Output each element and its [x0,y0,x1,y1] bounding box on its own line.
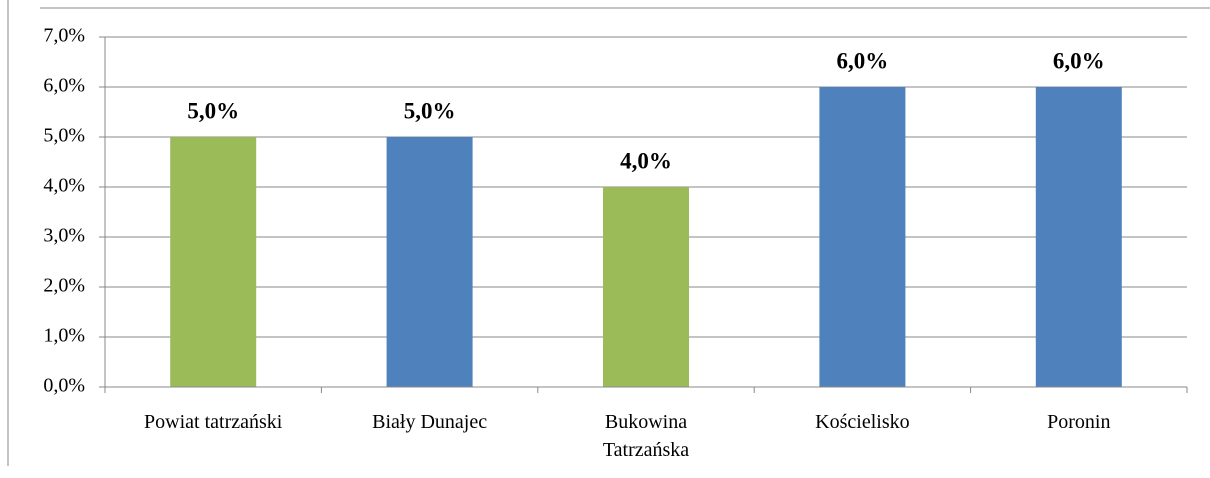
bar [1035,87,1122,387]
y-tick-label: 0,0% [43,375,85,397]
y-tick-label: 2,0% [43,275,85,297]
bar [819,87,906,387]
y-tick-label: 6,0% [43,75,85,97]
y-tick-label: 4,0% [43,175,85,197]
value-label: 6,0% [1053,48,1105,73]
x-tick-label: Poronin [1047,411,1111,433]
y-tick-label: 5,0% [43,125,85,147]
y-tick-label: 3,0% [43,225,85,247]
value-label: 5,0% [187,98,239,123]
value-label: 5,0% [404,98,456,123]
x-tick-label: Biały Dunajec [372,411,488,433]
x-tick-label: Bukowina Tatrzańska [602,411,690,461]
bar [386,137,473,387]
bar [170,137,257,387]
x-tick-label: Kościelisko [815,411,910,433]
y-tick-label: 1,0% [43,325,85,347]
value-label: 6,0% [837,48,889,73]
x-tick-label: Powiat tatrzański [144,411,283,433]
bar [603,187,689,387]
value-label: 4,0% [620,148,672,173]
y-tick-label: 7,0% [43,25,85,47]
